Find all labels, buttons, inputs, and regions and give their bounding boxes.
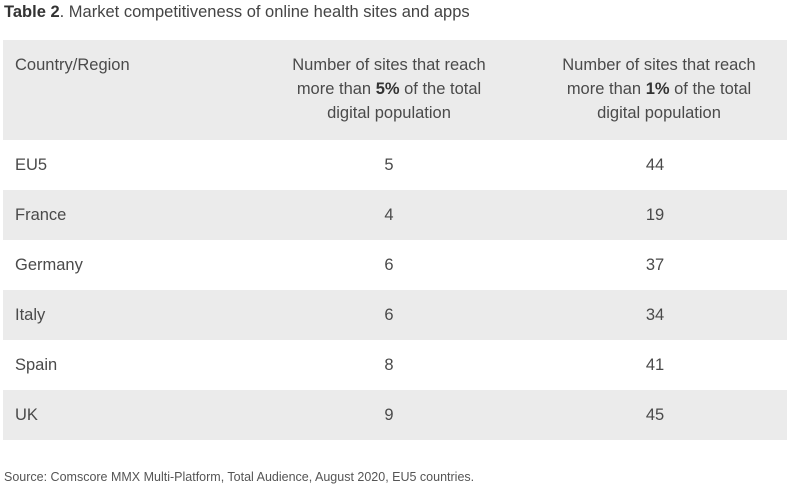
header-one-pct-after: of the total digital population: [597, 80, 752, 122]
header-one-pct-value: 1%: [645, 80, 670, 98]
table-row: France 4 19: [3, 190, 787, 240]
table-header-row: Country/Region Number of sites that reac…: [3, 40, 787, 140]
cell-one-pct: 45: [645, 405, 665, 424]
header-five-pct: Number of sites that reach more than 5% …: [255, 40, 523, 125]
table-row: Germany 6 37: [3, 240, 787, 290]
header-five-pct-value: 5%: [375, 80, 400, 98]
table-caption: Table 2. Market competitiveness of onlin…: [4, 3, 470, 22]
cell-one-pct: 19: [645, 205, 665, 224]
cell-one-pct: 37: [645, 255, 665, 274]
cell-five-pct: 5: [384, 155, 394, 174]
header-one-pct-before: Number of sites that reach more than: [562, 56, 756, 98]
header-one-pct: Number of sites that reach more than 1% …: [523, 40, 787, 125]
cell-one-pct: 41: [645, 355, 665, 374]
competitiveness-table: Country/Region Number of sites that reac…: [3, 40, 787, 440]
header-country: Country/Region: [15, 56, 130, 74]
header-five-pct-after: of the total digital population: [327, 80, 482, 122]
cell-country: Spain: [15, 355, 58, 374]
cell-five-pct: 4: [384, 205, 394, 224]
caption-text: . Market competitiveness of online healt…: [59, 3, 470, 21]
cell-five-pct: 6: [384, 255, 394, 274]
cell-country: France: [15, 205, 67, 224]
cell-country: Italy: [15, 305, 46, 324]
table-row: UK 9 45: [3, 390, 787, 440]
cell-country: UK: [15, 405, 38, 424]
table-row: Spain 8 41: [3, 340, 787, 390]
table-row: Italy 6 34: [3, 290, 787, 340]
source-note: Source: Comscore MMX Multi-Platform, Tot…: [4, 470, 475, 484]
caption-label: Table 2: [4, 3, 60, 21]
header-five-pct-before: Number of sites that reach more than: [292, 56, 486, 98]
cell-country: Germany: [15, 255, 83, 274]
cell-country: EU5: [15, 155, 48, 174]
table-row: EU5 5 44: [3, 140, 787, 190]
cell-one-pct: 34: [645, 305, 665, 324]
cell-one-pct: 44: [645, 155, 665, 174]
cell-five-pct: 8: [384, 355, 394, 374]
cell-five-pct: 6: [384, 305, 394, 324]
cell-five-pct: 9: [384, 405, 394, 424]
